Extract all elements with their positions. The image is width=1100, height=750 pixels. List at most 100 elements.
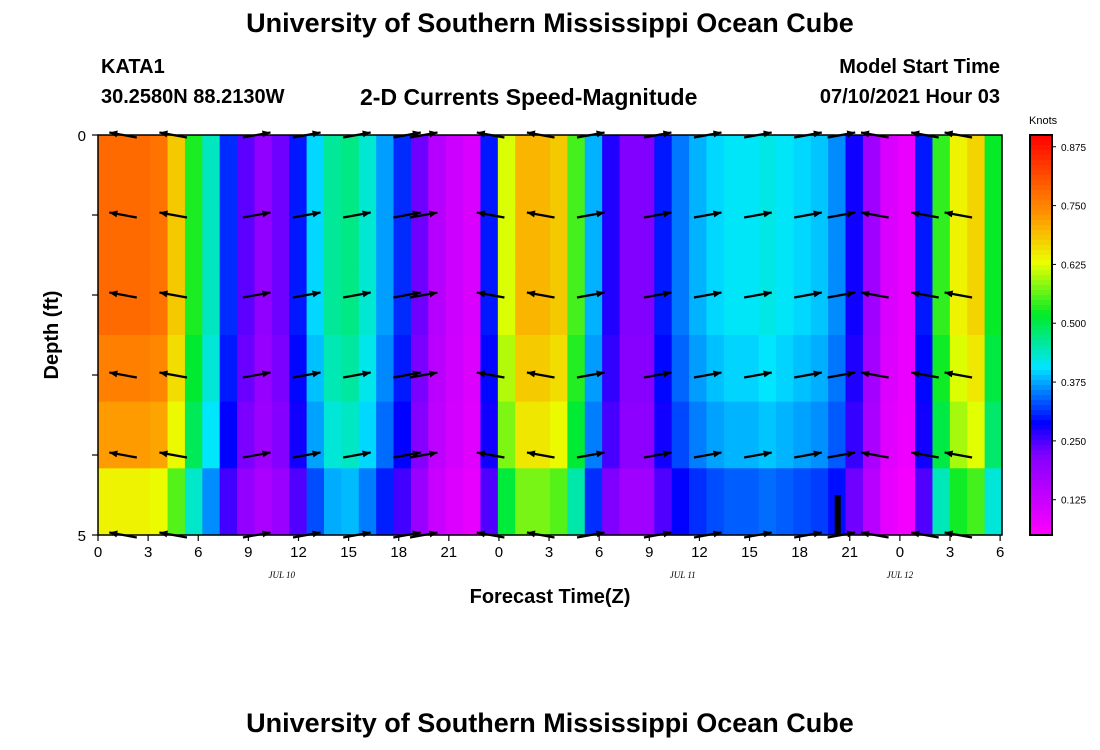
heatmap-cell bbox=[636, 401, 655, 469]
heatmap-cell bbox=[932, 268, 951, 336]
colorbar-band bbox=[1030, 180, 1052, 186]
heatmap-cell bbox=[358, 201, 377, 269]
heatmap-cell bbox=[115, 268, 134, 336]
heatmap-cell bbox=[636, 135, 655, 203]
heatmap-cell bbox=[567, 401, 586, 469]
heatmap-cell bbox=[932, 135, 951, 203]
current-vector-head bbox=[262, 210, 271, 218]
heatmap-cell bbox=[810, 268, 829, 336]
colorbar-band bbox=[1030, 435, 1052, 441]
heatmap-cell bbox=[671, 135, 690, 203]
heatmap-cell bbox=[671, 268, 690, 336]
heatmap-cell bbox=[358, 268, 377, 336]
colorbar-band bbox=[1030, 295, 1052, 301]
heatmap-cell bbox=[271, 135, 290, 203]
colorbar-band bbox=[1030, 460, 1052, 466]
heatmap-cell bbox=[741, 135, 760, 203]
current-vector-head bbox=[109, 290, 118, 298]
heatmap-cell bbox=[706, 401, 725, 469]
colorbar-band bbox=[1030, 340, 1052, 346]
current-vector-head bbox=[944, 370, 954, 378]
heatmap-cell bbox=[949, 268, 968, 336]
colorbar-band bbox=[1030, 365, 1052, 371]
heatmap-cell bbox=[98, 401, 116, 469]
x-tick-label: 15 bbox=[340, 544, 357, 561]
current-vector-head bbox=[159, 450, 168, 458]
colorbar-band bbox=[1030, 335, 1052, 341]
heatmap-cell bbox=[219, 201, 238, 269]
heatmap-cell bbox=[445, 135, 464, 203]
heatmap-cell bbox=[584, 268, 603, 336]
heatmap-cell bbox=[758, 468, 777, 536]
current-vector-head bbox=[109, 450, 118, 458]
heatmap-cell bbox=[723, 268, 742, 336]
colorbar-band bbox=[1030, 370, 1052, 376]
colorbar-band bbox=[1030, 475, 1052, 481]
heatmap-cell bbox=[636, 201, 655, 269]
heatmap-cell bbox=[758, 401, 777, 469]
colorbar-band bbox=[1030, 315, 1052, 321]
heatmap-cell bbox=[915, 335, 934, 403]
heatmap-cell bbox=[654, 201, 673, 269]
heatmap-cell bbox=[967, 401, 986, 469]
heatmap-cell bbox=[723, 335, 742, 403]
heatmap-cell bbox=[949, 468, 968, 536]
heatmap-cell bbox=[828, 401, 847, 469]
heatmap-cell bbox=[428, 401, 447, 469]
heatmap-cell bbox=[689, 268, 708, 336]
heatmap-cell bbox=[254, 401, 273, 469]
heatmap-cell bbox=[132, 201, 151, 269]
heatmap-cell bbox=[619, 201, 638, 269]
heatmap-cell bbox=[324, 268, 342, 336]
heatmap-cell bbox=[793, 268, 812, 336]
colorbar-band bbox=[1030, 465, 1052, 471]
heatmap-cell bbox=[428, 135, 447, 203]
heatmap-cell bbox=[880, 335, 899, 403]
heatmap-cell bbox=[932, 468, 951, 536]
current-vector-head bbox=[312, 370, 321, 378]
heatmap-cell bbox=[150, 468, 169, 536]
heatmap-cell bbox=[150, 135, 169, 203]
colorbar-band bbox=[1030, 530, 1052, 536]
heatmap-cell bbox=[289, 468, 308, 536]
heatmap-cell bbox=[463, 135, 482, 203]
heatmap-cell bbox=[184, 335, 203, 403]
heatmap-cell bbox=[602, 135, 621, 203]
heatmap-cell bbox=[98, 201, 116, 269]
heatmap-cell bbox=[98, 468, 116, 536]
current-vector-head bbox=[713, 450, 722, 458]
heatmap-cell bbox=[706, 468, 725, 536]
heatmap-cell bbox=[324, 335, 342, 403]
heatmap-cell bbox=[150, 335, 169, 403]
x-tick-label: 21 bbox=[841, 544, 858, 561]
heatmap-cell bbox=[271, 268, 290, 336]
heatmap-cell bbox=[689, 335, 708, 403]
heatmap-cell bbox=[602, 468, 621, 536]
colorbar-band bbox=[1030, 375, 1052, 381]
current-vector-head bbox=[596, 210, 605, 218]
current-vector-head bbox=[312, 210, 321, 218]
heatmap-cell bbox=[393, 201, 412, 269]
colorbar-band bbox=[1030, 240, 1052, 246]
current-vector-head bbox=[813, 290, 822, 298]
heatmap-cell bbox=[410, 201, 429, 269]
x-tick-label: 0 bbox=[94, 544, 102, 561]
heatmap-cell bbox=[115, 201, 134, 269]
heatmap-cell bbox=[862, 135, 881, 203]
heatmap-cell bbox=[636, 268, 655, 336]
heatmap-cell bbox=[289, 201, 308, 269]
heatmap-cell bbox=[237, 335, 256, 403]
colorbar-band bbox=[1030, 220, 1052, 226]
colorbar-band bbox=[1030, 505, 1052, 511]
heatmap-cell bbox=[723, 135, 742, 203]
heatmap-cell bbox=[515, 135, 534, 203]
heatmap-cell bbox=[758, 201, 777, 269]
heatmap-cell bbox=[445, 268, 464, 336]
heatmap-cell bbox=[376, 268, 395, 336]
heatmap-cell bbox=[897, 201, 916, 269]
heatmap-cell bbox=[862, 201, 881, 269]
heatmap-cell bbox=[723, 401, 742, 469]
colorbar-band bbox=[1030, 170, 1052, 176]
x-tick-label: 0 bbox=[896, 544, 904, 561]
current-vector-head bbox=[312, 290, 321, 298]
